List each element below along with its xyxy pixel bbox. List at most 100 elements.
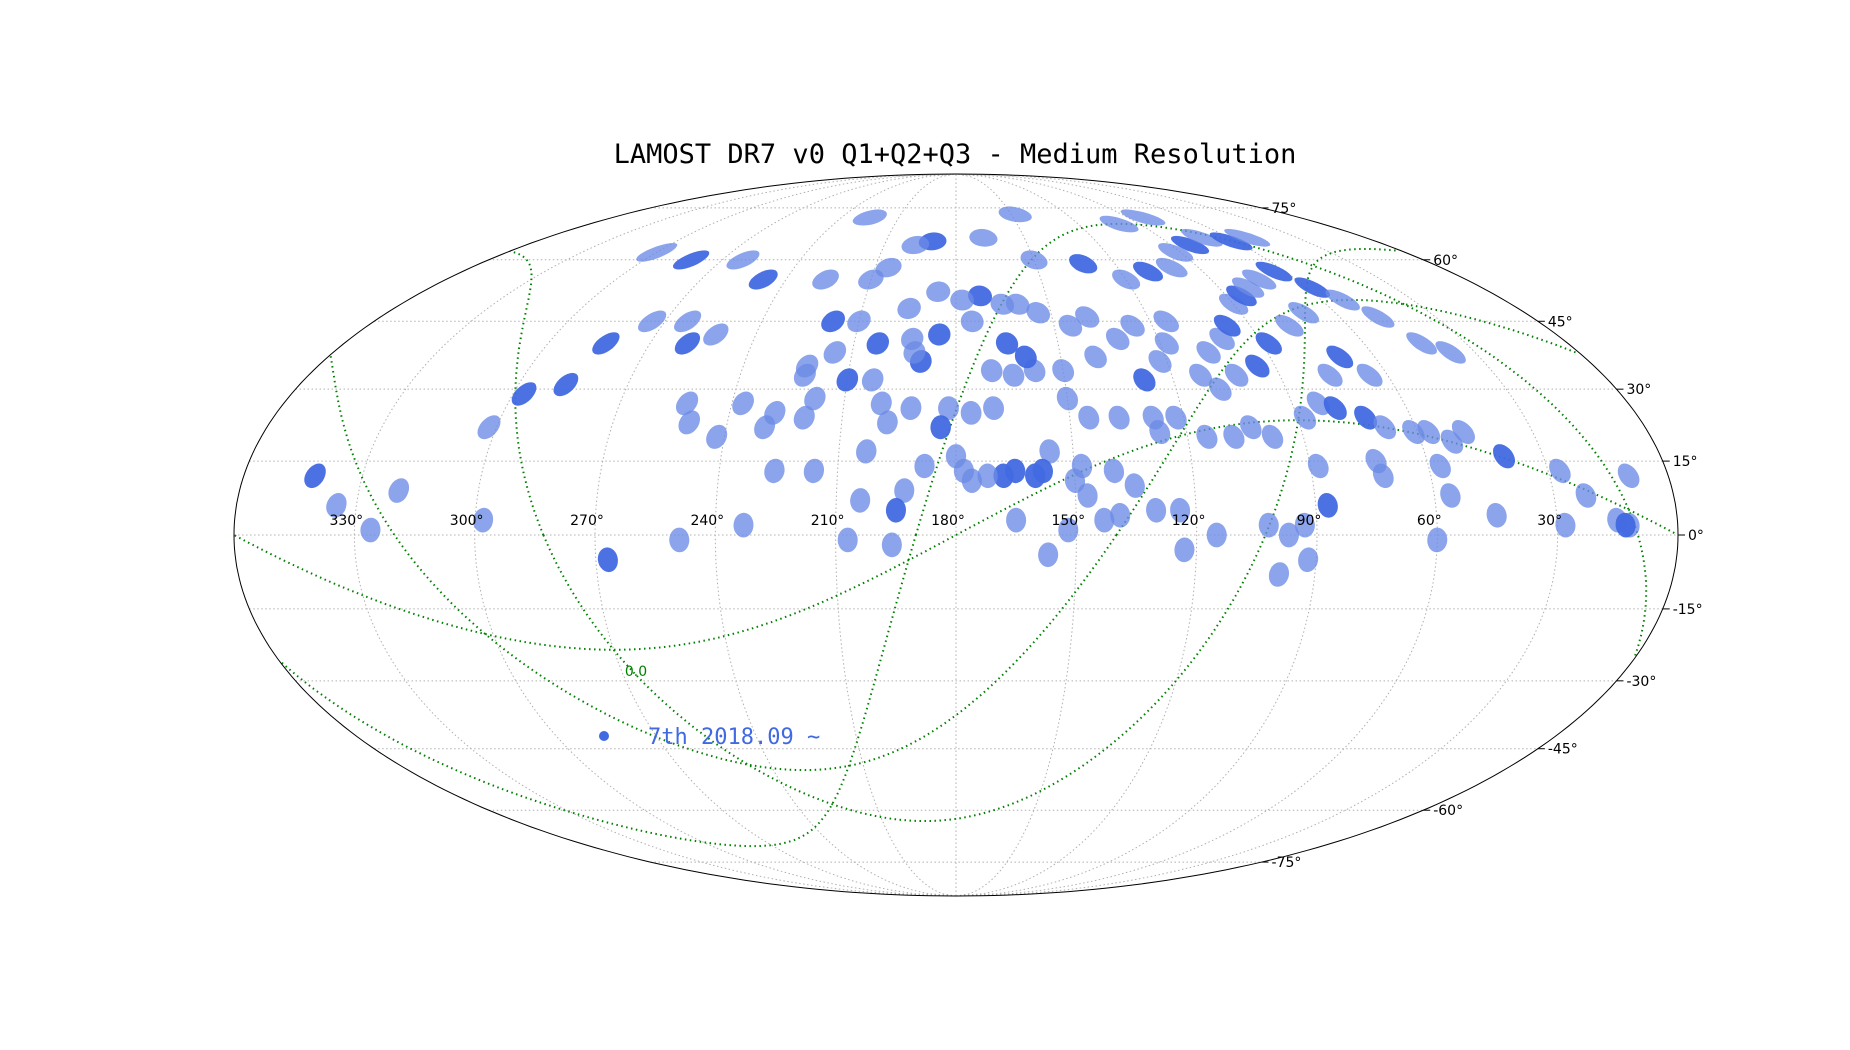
- survey-field: [1155, 257, 1188, 278]
- survey-field: [1440, 483, 1461, 508]
- survey-field: [1245, 354, 1270, 378]
- survey-field: [678, 410, 700, 435]
- survey-field: [852, 209, 887, 226]
- survey-field: [804, 386, 826, 411]
- survey-field: [1153, 310, 1179, 333]
- survey-field: [1232, 277, 1265, 298]
- survey-field: [1206, 522, 1227, 548]
- survey-field: [1242, 269, 1277, 290]
- survey-field: [764, 458, 785, 484]
- survey-field: [930, 415, 951, 440]
- survey-field: [1219, 293, 1249, 315]
- survey-field: [875, 257, 902, 278]
- survey-field: [1317, 493, 1338, 518]
- survey-field: [1268, 562, 1289, 587]
- survey-field: [1223, 424, 1245, 449]
- meridian-line: [955, 173, 1198, 897]
- lon-tick-label: 90°: [1297, 513, 1322, 529]
- survey-field: [1575, 483, 1597, 508]
- survey-field: [1429, 453, 1451, 479]
- meridian-line: [955, 173, 1559, 897]
- survey-field: [1146, 497, 1167, 523]
- survey-field: [847, 310, 871, 333]
- survey-field: [1112, 269, 1141, 290]
- survey-field: [1120, 209, 1166, 226]
- lon-tick-label: 150°: [1051, 513, 1085, 529]
- survey-field: [1014, 345, 1037, 369]
- survey-field: [1158, 243, 1194, 262]
- survey-field: [673, 250, 710, 270]
- survey-field: [1298, 547, 1319, 573]
- lat-tick-label: -75°: [1272, 855, 1302, 871]
- survey-field: [1213, 314, 1241, 337]
- survey-field: [1323, 396, 1347, 420]
- survey-field: [983, 396, 1004, 420]
- survey-field: [856, 439, 877, 464]
- survey-field: [1056, 386, 1078, 411]
- survey-field: [1354, 405, 1378, 430]
- lat-tick-label: -30°: [1626, 674, 1656, 690]
- survey-field: [1240, 415, 1262, 440]
- survey-field: [1451, 420, 1475, 445]
- survey-field: [1038, 542, 1059, 568]
- survey-field: [977, 463, 998, 489]
- survey-field: [703, 323, 729, 346]
- survey-field: [821, 310, 845, 333]
- survey-field: [969, 228, 998, 247]
- survey-field: [732, 391, 754, 416]
- survey-field: [1615, 512, 1636, 538]
- survey-field: [823, 341, 847, 364]
- survey-field: [1002, 363, 1025, 387]
- survey-field: [945, 444, 967, 469]
- survey-field: [1196, 341, 1221, 364]
- survey-field: [1307, 453, 1329, 479]
- survey-field: [1094, 507, 1115, 533]
- survey-field: [592, 332, 620, 355]
- survey-field: [326, 493, 347, 518]
- lon-tick-label: 210°: [811, 513, 845, 529]
- survey-field: [674, 310, 702, 333]
- survey-field: [998, 206, 1032, 223]
- survey-field: [928, 323, 951, 346]
- meridian-line: [353, 173, 957, 897]
- survey-field: [706, 424, 728, 449]
- lat-tick-label: 45°: [1548, 314, 1573, 330]
- lon-tick-label: 120°: [1172, 513, 1206, 529]
- survey-field: [1294, 277, 1330, 298]
- legend: 7th 2018.09 ~: [599, 725, 820, 750]
- survey-field: [1275, 314, 1304, 337]
- survey-field: [1149, 420, 1171, 445]
- survey-field: [1293, 405, 1317, 430]
- survey-field: [1148, 350, 1172, 373]
- contour-label: 0.0: [625, 664, 647, 680]
- lat-tick-label: 60°: [1433, 253, 1458, 269]
- survey-field: [812, 269, 839, 290]
- lat-tick-label: 15°: [1673, 454, 1698, 470]
- survey-field: [1255, 332, 1282, 355]
- survey-field: [1181, 228, 1223, 247]
- survey-field: [1617, 463, 1640, 489]
- meridian-line: [714, 173, 957, 897]
- survey-field: [870, 391, 892, 416]
- lat-tick-label: 75°: [1272, 201, 1297, 217]
- survey-field: [1026, 302, 1051, 324]
- legend-label: 7th 2018.09 ~: [648, 725, 820, 750]
- survey-field: [903, 341, 926, 364]
- survey-field: [1373, 415, 1397, 440]
- survey-field: [1209, 232, 1253, 251]
- survey-field: [1170, 497, 1191, 523]
- survey-field: [1084, 345, 1107, 369]
- survey-field: [1258, 512, 1279, 538]
- lat-tick-label: 30°: [1626, 382, 1651, 398]
- survey-field: [764, 400, 786, 425]
- survey-field: [1294, 512, 1315, 538]
- survey-field: [1069, 254, 1098, 274]
- survey-field: [866, 332, 889, 355]
- reference-line-a: [281, 222, 1648, 848]
- latitude-tick-labels: 75° 60° 45° 30° 15° 0° -15° -30° -45° -60° -75°: [1261, 201, 1704, 871]
- survey-field: [1020, 250, 1048, 270]
- survey-field: [1306, 391, 1330, 416]
- survey-field: [1058, 517, 1079, 543]
- lat-tick-label: -15°: [1673, 602, 1703, 618]
- survey-field: [968, 285, 992, 307]
